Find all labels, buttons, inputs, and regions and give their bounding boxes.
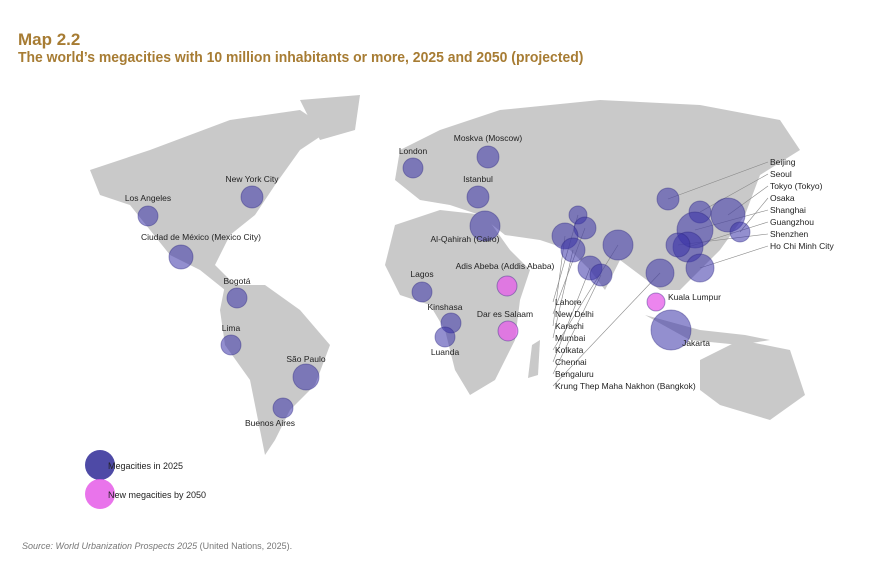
leader-line-mumbai (552, 249, 574, 339)
city-marker-beijing (656, 187, 680, 211)
city-label-shenzhen: Shenzhen (770, 229, 809, 239)
city-label-jakarta: Jakarta (682, 338, 710, 348)
greenland (300, 95, 360, 140)
city-label-bogot: Bogotá (224, 276, 251, 286)
source-title: Source: World Urbanization Prospects 202… (22, 541, 198, 551)
city-marker-ciudad-de-m-xico-mexico-city (168, 244, 194, 270)
city-label-new-york-city: New York City (226, 174, 280, 184)
city-marker-ho-chi-minh-city (685, 253, 715, 283)
map-title: The world’s megacities with 10 million i… (18, 49, 584, 66)
city-labels: Los Angeles New York City Ciudad de México… (125, 133, 835, 428)
city-label-istanbul: Istanbul (463, 174, 493, 184)
city-marker-bogot (226, 287, 248, 309)
city-marker-luanda (434, 326, 456, 348)
city-label-seoul: Seoul (770, 169, 792, 179)
city-label-beijing: Beijing (770, 157, 796, 167)
city-label-osaka: Osaka (770, 193, 795, 203)
australia (700, 340, 805, 420)
legend-swatch-2050 (85, 479, 115, 509)
city-label-lima: Lima (222, 323, 241, 333)
city-marker-dar-es-salaam (497, 320, 519, 342)
city-marker-moskva-moscow (476, 145, 500, 169)
city-marker-istanbul (466, 185, 490, 209)
source-publisher: (United Nations, 2025). (197, 541, 293, 551)
city-label-buenos-aires: Buenos Aires (245, 418, 295, 428)
city-label-guangzhou: Guangzhou (770, 217, 814, 227)
city-marker-new-york-city (240, 185, 264, 209)
city-label-shanghai: Shanghai (770, 205, 806, 215)
city-label-moskva-moscow: Moskva (Moscow) (454, 133, 523, 143)
city-label-kinshasa: Kinshasa (428, 302, 463, 312)
city-label-luanda: Luanda (431, 347, 460, 357)
map-number: Map 2.2 (18, 30, 81, 49)
city-label-los-angeles: Los Angeles (125, 193, 171, 203)
city-label-mumbai: Mumbai (555, 333, 585, 343)
city-marker-al-qahirah-cairo (469, 210, 501, 242)
city-label-adis-abeba-addis-ababa: Adis Abeba (Addis Ababa) (456, 261, 555, 271)
legend-swatch-2025 (85, 450, 115, 480)
city-label-karachi: Karachi (555, 321, 584, 331)
city-marker-lima (220, 334, 242, 356)
leader-line-krung-thep-maha-nakhon-bangkok (552, 272, 661, 387)
leader-line-chennai (552, 267, 591, 363)
city-label-ciudad-de-m-xico-mexico-city: Ciudad de México (Mexico City) (141, 232, 261, 242)
legend: Megacities in 2025 New megacities by 205… (85, 450, 206, 509)
city-marker-kolkata (602, 229, 634, 261)
city-label-lahore: Lahore (555, 297, 582, 307)
city-label-al-qahirah-cairo: Al-Qahirah (Cairo) (431, 234, 500, 244)
city-marker-shenzhen (665, 232, 691, 258)
city-marker-buenos-aires (272, 397, 294, 419)
city-markers (137, 145, 751, 419)
leader-line-seoul (699, 173, 769, 213)
south-america (220, 285, 330, 455)
city-label-tokyo-tokyo: Tokyo (Tokyo) (770, 181, 823, 191)
leader-line-bengaluru (552, 274, 602, 375)
city-marker-jakarta (650, 309, 692, 351)
city-marker-bengaluru (589, 263, 613, 287)
city-marker-mumbai (560, 237, 586, 263)
leader-line-beijing (667, 161, 769, 200)
city-label-bengaluru: Bengaluru (555, 369, 594, 379)
legend-label-2050: New megacities by 2050 (108, 490, 206, 500)
north-america (90, 110, 330, 290)
city-marker-osaka (729, 221, 751, 243)
city-label-krung-thep-maha-nakhon-bangkok: Krung Thep Maha Nakhon (Bangkok) (555, 381, 696, 391)
city-label-kuala-lumpur: Kuala Lumpur (668, 292, 721, 302)
city-label-chennai: Chennai (555, 357, 587, 367)
city-label-dar-es-salaam: Dar es Salaam (477, 309, 533, 319)
city-label-kolkata: Kolkata (555, 345, 584, 355)
city-marker-krung-thep-maha-nakhon-bangkok (645, 258, 675, 288)
city-marker-kuala-lumpur (646, 292, 666, 312)
city-marker-adis-abeba-addis-ababa (496, 275, 518, 297)
leader-line-kolkata (552, 244, 619, 351)
city-marker-london (402, 157, 424, 179)
city-label-ho-chi-minh-city: Ho Chi Minh City (770, 241, 835, 251)
legend-label-2025: Megacities in 2025 (108, 461, 183, 471)
source-note: Source: World Urbanization Prospects 202… (22, 541, 292, 551)
city-label-new-delhi: New Delhi (555, 309, 594, 319)
africa (385, 210, 530, 395)
city-label-s-o-paulo: São Paulo (286, 354, 325, 364)
city-marker-los-angeles (137, 205, 159, 227)
city-label-london: London (399, 146, 428, 156)
city-marker-s-o-paulo (292, 363, 320, 391)
city-marker-lagos (411, 281, 433, 303)
city-label-lagos: Lagos (410, 269, 433, 279)
madagascar (528, 340, 540, 378)
indonesia (645, 315, 770, 345)
